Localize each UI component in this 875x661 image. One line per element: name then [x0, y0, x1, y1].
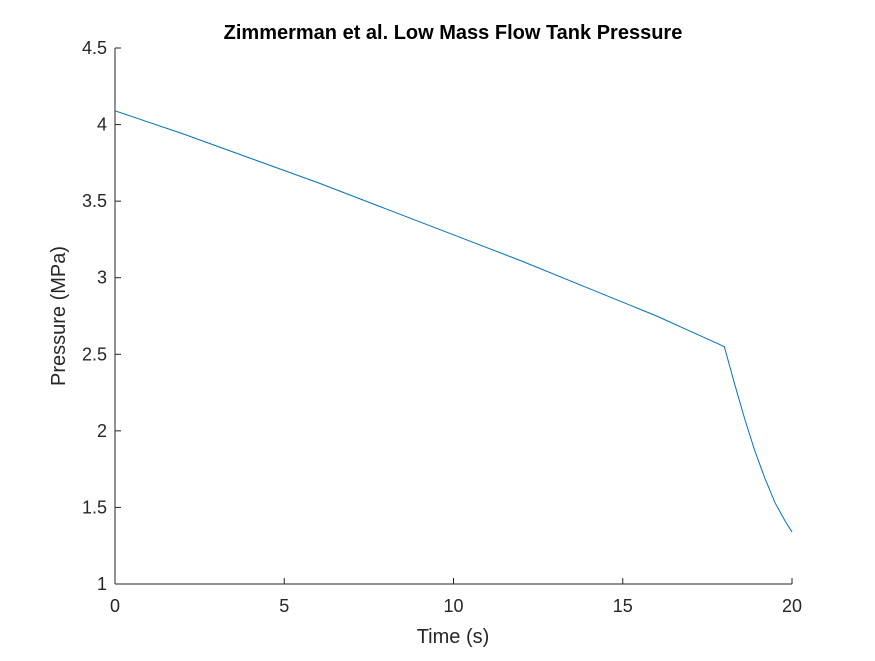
y-tick-label: 2.5: [82, 344, 107, 364]
y-tick-label: 1: [97, 574, 107, 594]
x-tick-label: 5: [279, 596, 289, 616]
y-tick-label: 3: [97, 268, 107, 288]
chart-title: Zimmerman et al. Low Mass Flow Tank Pres…: [224, 22, 683, 44]
y-tick-label: 4: [97, 115, 107, 135]
y-axis-label: Pressure (MPa): [48, 246, 70, 386]
y-tick-label: 2: [97, 421, 107, 441]
x-tick-label: 10: [443, 596, 463, 616]
x-tick-label: 15: [613, 596, 633, 616]
y-tick-label: 4.5: [82, 38, 107, 58]
y-tick-label: 3.5: [82, 191, 107, 211]
x-tick-label: 0: [110, 596, 120, 616]
series-line: [114, 110, 793, 533]
x-tick-label: 20: [782, 596, 802, 616]
plot-area: 0 5 10 15 20 1 1.5 2 2.5 3 3.5 4 4.5: [82, 38, 802, 616]
x-axis-label: Time (s): [417, 626, 490, 648]
y-tick-label: 1.5: [82, 497, 107, 517]
